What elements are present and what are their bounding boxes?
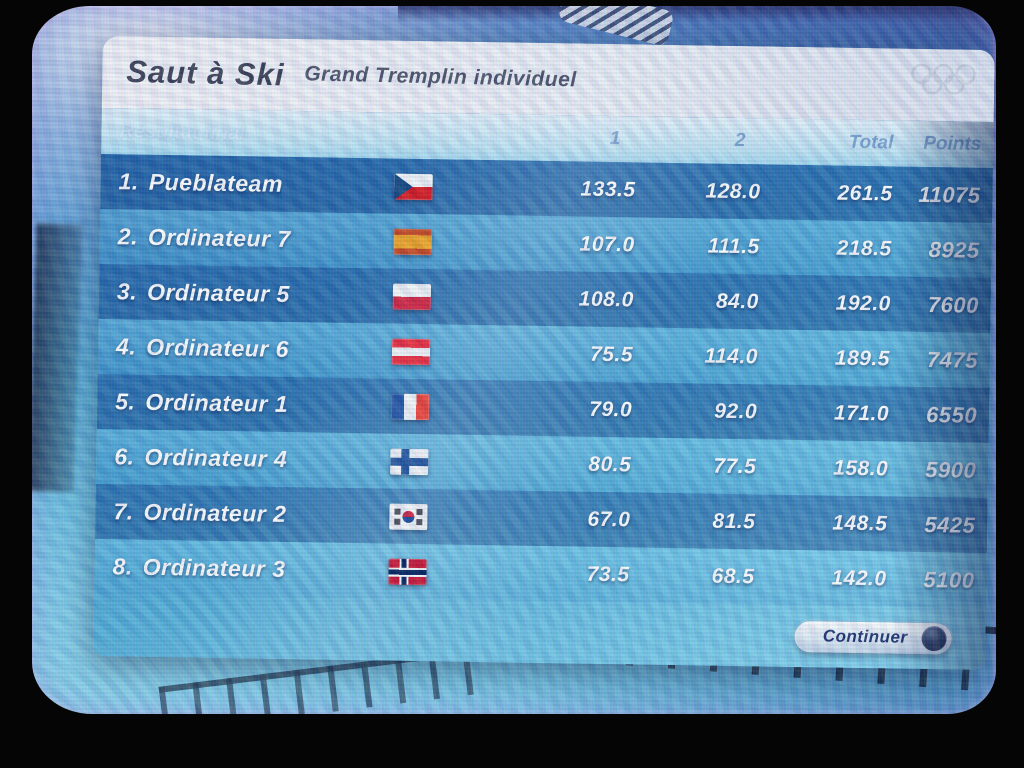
flag-icon [390, 393, 430, 420]
jump1-score: 67.0 [587, 507, 631, 531]
jump2-score: 81.5 [712, 509, 756, 533]
jump1-score: 75.5 [589, 342, 634, 366]
panel-footer: Continuer [93, 594, 986, 670]
player-name: Ordinateur 7 [147, 223, 291, 253]
player-name: Ordinateur 6 [146, 333, 290, 362]
jump2-score: 77.5 [713, 454, 757, 478]
ski-jump-structure-silhouette [557, 6, 675, 48]
jump1-score: 80.5 [588, 452, 632, 476]
jump2-score: 111.5 [707, 234, 760, 258]
tv-screen: Saut à Ski Grand Tremplin individuel Rés… [32, 6, 996, 714]
event-title: Saut à Ski [125, 53, 285, 93]
rank-label: 3. [116, 278, 138, 305]
points-value: 7475 [926, 346, 979, 373]
rank-label: 8. [112, 553, 133, 580]
event-subtitle: Grand Tremplin individuel [304, 62, 578, 92]
rank-label: 2. [117, 223, 139, 250]
flag-icon [389, 503, 428, 530]
jump1-score: 73.5 [586, 562, 630, 586]
jump1-score: 108.0 [578, 287, 635, 311]
flag-icon [394, 173, 433, 200]
results-table: Résultat final 1 2 Total Points 1. Puebla… [93, 108, 994, 670]
flag-column-spacer [391, 136, 446, 137]
flag-icon [391, 338, 431, 365]
results-panel: Saut à Ski Grand Tremplin individuel Rés… [93, 36, 995, 670]
column-header-total: Total [848, 131, 894, 154]
total-score: 189.5 [834, 346, 891, 370]
points-value: 5100 [923, 566, 975, 593]
flag-icon [388, 558, 427, 585]
total-score: 218.5 [836, 236, 892, 260]
player-name: Pueblateam [148, 168, 284, 197]
player-name: Ordinateur 5 [146, 278, 291, 307]
flag-icon [390, 448, 429, 475]
jump2-score: 84.0 [715, 289, 760, 313]
player-name: Ordinateur 2 [143, 498, 287, 527]
points-value: 6550 [925, 401, 978, 428]
points-value: 5900 [925, 456, 977, 483]
points-value: 11075 [918, 181, 981, 208]
jump1-score: 107.0 [579, 232, 635, 256]
rank-label: 6. [114, 443, 135, 470]
column-header-jump1: 1 [609, 128, 621, 150]
flag-icon [393, 228, 432, 255]
flag-icon [392, 283, 432, 310]
jump2-score: 68.5 [711, 564, 755, 588]
jump2-score: 92.0 [714, 399, 758, 423]
pole-silhouette [32, 223, 83, 493]
rank-label: 1. [118, 168, 140, 195]
table-rows: 1. Pueblateam 133.5 128.0 261.5 11075 2. O… [94, 154, 993, 608]
points-value: 8925 [928, 236, 980, 263]
scene-top-band [398, 6, 996, 22]
continue-button[interactable]: Continuer [794, 620, 952, 654]
total-score: 148.5 [832, 511, 888, 535]
total-score: 261.5 [837, 181, 893, 205]
olympic-rings-icon [911, 63, 976, 95]
jump1-score: 79.0 [589, 397, 633, 421]
player-name: Ordinateur 4 [144, 443, 288, 472]
player-name: Ordinateur 3 [142, 553, 286, 582]
results-final-label: Résultat final [119, 119, 246, 144]
total-score: 142.0 [831, 566, 887, 590]
total-score: 158.0 [832, 456, 889, 480]
jump1-score: 133.5 [580, 177, 636, 201]
rank-label: 7. [113, 498, 134, 525]
points-value: 7600 [927, 291, 980, 318]
column-header-points: Points [923, 132, 982, 155]
rank-label: 4. [115, 333, 137, 360]
jump2-score: 128.0 [705, 179, 761, 203]
column-header-jump2: 2 [734, 129, 746, 152]
total-score: 171.0 [833, 401, 890, 425]
player-name: Ordinateur 1 [145, 388, 289, 417]
jump2-score: 114.0 [704, 344, 759, 368]
continue-button-label: Continuer [822, 626, 908, 647]
rank-label: 5. [114, 388, 136, 415]
points-value: 5425 [924, 511, 976, 538]
total-score: 192.0 [835, 291, 892, 315]
panel-header: Saut à Ski Grand Tremplin individuel [101, 36, 995, 123]
controller-button-icon [921, 625, 947, 651]
